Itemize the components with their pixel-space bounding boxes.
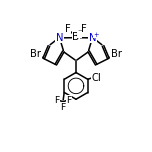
Text: B: B — [72, 32, 80, 42]
Text: F: F — [66, 96, 72, 105]
Text: Br: Br — [30, 49, 41, 59]
Text: Br: Br — [111, 49, 122, 59]
Text: F: F — [65, 24, 71, 34]
Text: Cl: Cl — [91, 73, 101, 83]
Text: N: N — [89, 33, 96, 43]
Text: N: N — [56, 33, 63, 43]
Text: F: F — [81, 24, 87, 34]
Text: +: + — [93, 32, 98, 38]
Text: F: F — [54, 96, 59, 105]
Text: F: F — [61, 103, 66, 112]
Text: ⁻: ⁻ — [77, 28, 82, 38]
